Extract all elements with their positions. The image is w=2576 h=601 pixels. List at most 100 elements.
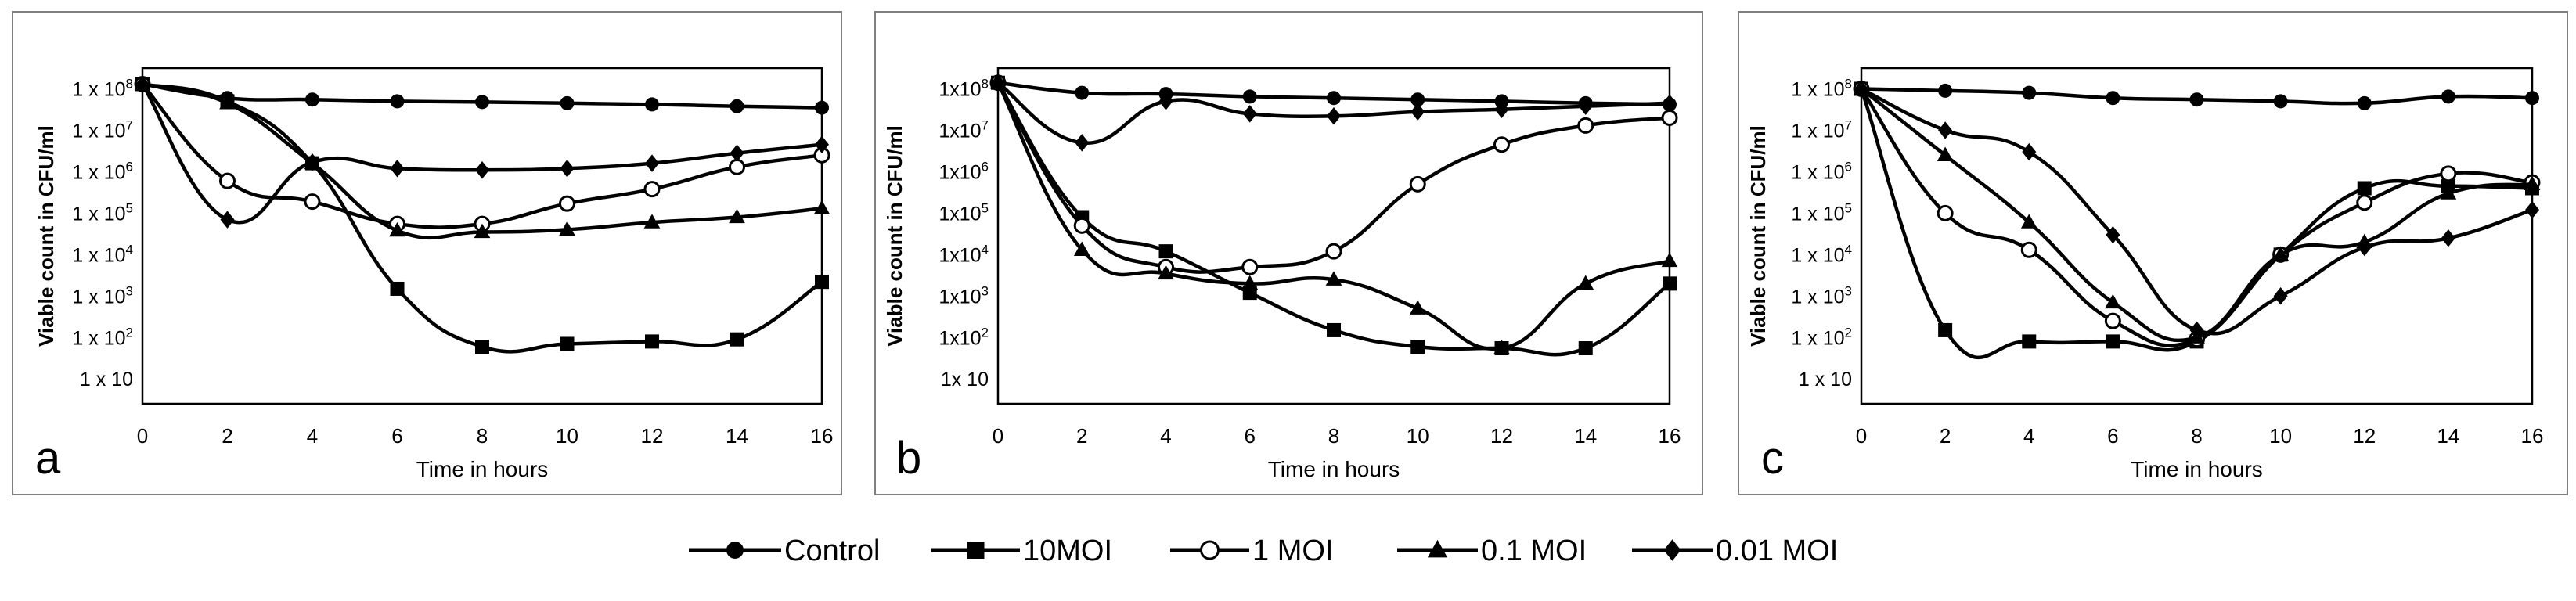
data-point-shape — [2106, 334, 2120, 349]
legend-marker — [1427, 539, 1448, 558]
data-point — [1661, 110, 1678, 127]
data-point-shape — [2273, 287, 2288, 305]
x-tick-label: 2 — [222, 424, 232, 448]
data-point-shape — [390, 281, 405, 296]
data-point-shape — [220, 211, 235, 229]
y-tick-label: 1 x 105 — [1791, 200, 1852, 225]
data-point — [1661, 252, 1678, 268]
data-point — [1327, 91, 1341, 106]
y-tick-label: 1x104 — [939, 242, 989, 266]
data-point-shape — [2022, 85, 2037, 100]
y-axis-label: Viable count in CFU/ml — [34, 125, 58, 347]
y-tick-label: 1 x 106 — [1791, 159, 1852, 183]
data-point-shape — [1938, 322, 1953, 337]
data-point-shape — [1938, 121, 1953, 139]
legend-marker — [1200, 540, 1220, 560]
data-point-shape — [1663, 94, 1677, 113]
y-tick-label: 1 x 10 — [1799, 369, 1852, 390]
data-point-shape — [2022, 142, 2037, 161]
y-axis-label: Viable count in CFU/ml — [883, 125, 906, 347]
legend-item-control: Control — [689, 534, 881, 567]
data-point — [1325, 243, 1342, 260]
data-point-shape — [474, 223, 491, 239]
legend-marker — [726, 542, 744, 559]
data-point — [1410, 92, 1425, 107]
data-point-shape — [1578, 341, 1593, 356]
series-0.01-moi — [1854, 80, 2539, 340]
y-tick-label: 1x106 — [939, 159, 989, 183]
data-point-shape — [2357, 238, 2372, 257]
data-point-shape — [2357, 181, 2372, 196]
data-point-shape — [1493, 136, 1510, 153]
data-point — [730, 332, 744, 347]
panel-label: c — [1761, 433, 1784, 484]
data-point-shape — [1577, 275, 1594, 290]
legend-label: 0.01 MOI — [1716, 534, 1838, 567]
y-tick-label: 1 x 104 — [72, 242, 133, 266]
data-point — [475, 95, 489, 110]
data-point-shape — [645, 97, 659, 112]
data-point-shape — [730, 332, 744, 347]
chart-panel-c: 0 2 4 6 8 10 12 14 16 1 x 108 1 x 107 1 x 106 1 x 10… — [1738, 11, 2568, 495]
data-point-shape — [1577, 117, 1594, 134]
data-point — [1578, 341, 1593, 356]
data-point-shape — [1075, 134, 1090, 152]
data-point — [559, 221, 575, 236]
legend-label: Control — [784, 534, 881, 567]
data-point — [729, 158, 745, 175]
data-point — [305, 92, 319, 107]
data-point — [815, 275, 829, 290]
x-tick-label: 16 — [2521, 424, 2544, 448]
y-tick-label: 1x102 — [939, 325, 989, 349]
data-point — [2441, 229, 2455, 247]
plot-area — [141, 67, 823, 405]
y-tick-label: 1x105 — [939, 200, 989, 225]
data-point-shape — [1327, 322, 1341, 337]
y-tick-label: 1x 10 — [941, 369, 989, 390]
data-point-shape — [729, 158, 745, 175]
data-point-shape — [2104, 312, 2121, 329]
data-point — [390, 159, 405, 178]
data-point-shape — [560, 159, 575, 178]
data-point-shape — [815, 100, 829, 115]
data-point — [729, 208, 745, 224]
data-point — [645, 334, 659, 349]
data-point-shape — [643, 214, 661, 229]
x-tick-label: 0 — [137, 424, 148, 448]
legend-item-0.1-moi: 0.1 MOI — [1397, 534, 1587, 567]
data-point-shape — [305, 153, 319, 171]
data-point — [2357, 238, 2372, 257]
data-point — [219, 95, 236, 110]
data-point-shape — [1409, 175, 1426, 193]
data-point-shape — [2524, 175, 2541, 191]
data-point — [1937, 204, 1954, 221]
data-point-shape — [643, 181, 661, 198]
data-point — [1409, 300, 1426, 315]
x-tick-label: 4 — [1160, 424, 1171, 448]
data-point-shape — [1241, 258, 1259, 275]
data-point-shape — [1325, 271, 1342, 286]
data-point — [1242, 89, 1257, 104]
data-point — [2020, 241, 2037, 258]
data-point-shape — [730, 144, 744, 162]
data-point — [815, 135, 829, 154]
data-point — [1854, 80, 1868, 98]
data-point-shape — [1854, 80, 1868, 98]
y-tick-label: 1 x 108 — [72, 76, 133, 100]
data-point-shape — [1938, 83, 1953, 98]
data-point-shape — [1241, 275, 1259, 290]
data-point — [2022, 334, 2037, 349]
panel-label: a — [35, 433, 61, 484]
data-point-shape — [813, 200, 830, 214]
data-point — [305, 153, 319, 171]
y-tick-label: 1 x 106 — [72, 159, 133, 183]
data-point-shape — [1327, 107, 1341, 125]
data-point — [1663, 94, 1677, 113]
data-point — [475, 340, 489, 354]
data-point-shape — [2356, 194, 2373, 211]
data-point-shape — [2106, 91, 2120, 106]
x-tick-label: 6 — [2107, 424, 2118, 448]
data-point — [2525, 91, 2539, 106]
panel-label: b — [896, 433, 921, 484]
legend-marker — [967, 542, 985, 559]
